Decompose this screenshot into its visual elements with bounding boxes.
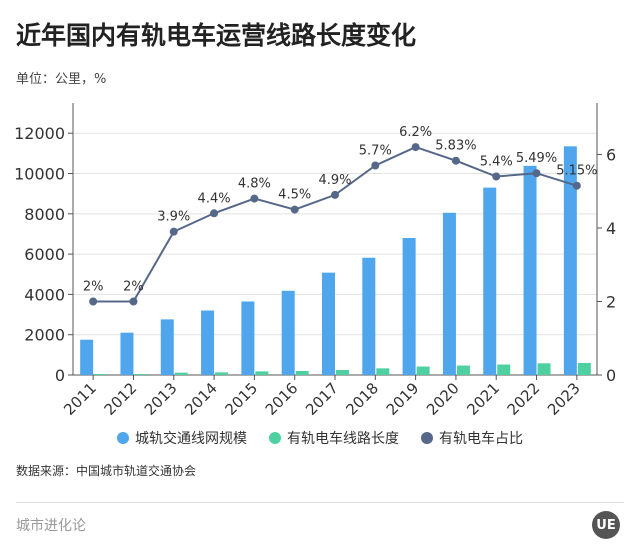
data-label: 6.2%	[399, 125, 432, 140]
data-label: 4.4%	[198, 191, 231, 206]
point-tram-share	[532, 169, 541, 178]
data-label: 2%	[83, 279, 104, 294]
bar-rail-network	[281, 290, 295, 375]
bar-rail-network	[523, 165, 537, 375]
bar-rail-network	[362, 257, 376, 375]
bar-rail-network	[160, 319, 174, 375]
y-left-tick-label: 10000	[14, 165, 65, 184]
data-label: 5.49%	[516, 151, 557, 166]
data-source: 数据来源：中国城市轨道交通协会	[16, 464, 197, 478]
bar-rail-network	[322, 272, 335, 375]
legend-dot-icon	[269, 432, 281, 444]
y-right-tick-label: 6	[606, 145, 616, 164]
point-tram-share	[290, 205, 299, 214]
x-tick-label: 2014	[181, 379, 221, 419]
bar-rail-network	[201, 310, 215, 375]
x-tick-label: 2021	[463, 379, 503, 419]
bar-tram-length	[497, 364, 511, 375]
bar-tram-length	[94, 373, 108, 375]
x-tick-label: 2016	[262, 379, 302, 419]
legend-label: 城轨交通线网规模	[135, 431, 247, 447]
data-label: 4.5%	[278, 188, 311, 203]
point-tram-share	[331, 190, 339, 199]
bar-rail-network	[80, 339, 94, 375]
bar-rail-network	[442, 212, 456, 375]
y-left-tick-label: 8000	[24, 205, 65, 224]
bar-tram-length	[215, 372, 229, 375]
data-label: 3.9%	[157, 210, 190, 225]
divider	[16, 502, 624, 503]
y-left-tick-label: 4000	[24, 285, 65, 304]
bar-tram-length	[577, 362, 591, 375]
point-tram-share	[250, 194, 259, 203]
legend-item-tram-share[interactable]: 有轨电车占比	[421, 428, 523, 448]
legend-item-rail-network[interactable]: 城轨交通线网规模	[117, 428, 247, 448]
brand-logo: UE	[592, 511, 620, 539]
point-tram-share	[89, 297, 98, 306]
bar-tram-length	[174, 372, 188, 375]
x-tick-label: 2020	[423, 379, 463, 419]
point-tram-share	[451, 156, 460, 165]
bar-tram-length	[537, 363, 551, 375]
point-tram-share	[371, 161, 380, 170]
x-tick-label: 2011	[60, 379, 100, 419]
data-label: 5.7%	[359, 143, 392, 158]
y-left-tick-label: 2000	[24, 326, 65, 345]
x-tick-label: 2015	[221, 379, 261, 419]
data-label: 4.8%	[238, 177, 271, 192]
footer-brand: 城市进化论	[16, 518, 86, 534]
point-tram-share	[169, 227, 178, 236]
data-label: 4.9%	[318, 173, 351, 188]
bar-tram-length	[134, 373, 148, 375]
point-tram-share	[411, 143, 420, 152]
bar-rail-network	[563, 146, 577, 375]
data-label: 5.83%	[435, 139, 476, 154]
legend-label: 有轨电车占比	[439, 431, 523, 447]
point-tram-share	[492, 172, 501, 181]
y-left-tick-label: 12000	[14, 124, 65, 143]
legend-label: 有轨电车线路长度	[287, 431, 399, 447]
bar-rail-network	[483, 187, 497, 375]
data-label: 5.4%	[480, 155, 513, 170]
x-tick-label: 2023	[544, 379, 584, 419]
point-tram-share	[572, 181, 581, 190]
x-tick-label: 2019	[383, 379, 423, 419]
x-tick-label: 2018	[342, 379, 382, 419]
point-tram-share	[129, 297, 138, 306]
x-tick-label: 2017	[302, 379, 342, 419]
bar-tram-length	[336, 369, 349, 375]
bar-rail-network	[241, 301, 255, 375]
bar-tram-length	[456, 365, 470, 375]
legend: 城轨交通线网规模 有轨电车线路长度 有轨电车占比	[0, 428, 640, 448]
y-right-tick-label: 0	[606, 366, 616, 385]
bar-tram-length	[295, 370, 309, 375]
x-tick-label: 2012	[101, 379, 141, 419]
bar-tram-length	[255, 371, 269, 375]
bar-tram-length	[376, 368, 390, 375]
y-left-tick-label: 0	[55, 366, 65, 385]
bar-rail-network	[402, 237, 416, 375]
x-tick-label: 2013	[141, 379, 181, 419]
bar-rail-network	[120, 332, 134, 375]
y-right-tick-label: 4	[606, 219, 616, 238]
y-left-tick-label: 6000	[24, 245, 65, 264]
point-tram-share	[210, 209, 219, 218]
data-label: 2%	[123, 279, 144, 294]
legend-dot-icon	[421, 432, 433, 444]
legend-dot-icon	[117, 432, 129, 444]
bar-tram-length	[416, 366, 430, 375]
legend-item-tram-length[interactable]: 有轨电车线路长度	[269, 428, 399, 448]
unit-label: 单位：公里，%	[16, 72, 107, 87]
y-right-tick-label: 2	[606, 292, 616, 311]
chart-title: 近年国内有轨电车运营线路长度变化	[16, 21, 417, 50]
x-tick-label: 2022	[504, 379, 544, 419]
data-label: 5.15%	[556, 164, 597, 179]
